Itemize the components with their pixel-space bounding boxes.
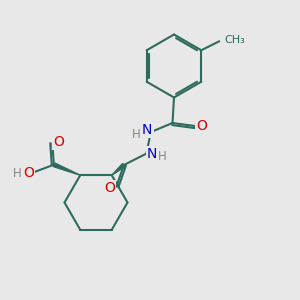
- Text: O: O: [53, 135, 64, 148]
- Text: O: O: [23, 167, 34, 180]
- Text: O: O: [196, 119, 207, 133]
- Text: O: O: [104, 181, 115, 195]
- Text: H: H: [13, 167, 21, 180]
- Polygon shape: [53, 163, 80, 175]
- Text: CH₃: CH₃: [225, 35, 245, 45]
- Text: N: N: [142, 123, 152, 137]
- Text: H: H: [158, 150, 166, 163]
- Text: N: N: [147, 147, 157, 161]
- Polygon shape: [112, 164, 125, 175]
- Text: H: H: [132, 128, 141, 142]
